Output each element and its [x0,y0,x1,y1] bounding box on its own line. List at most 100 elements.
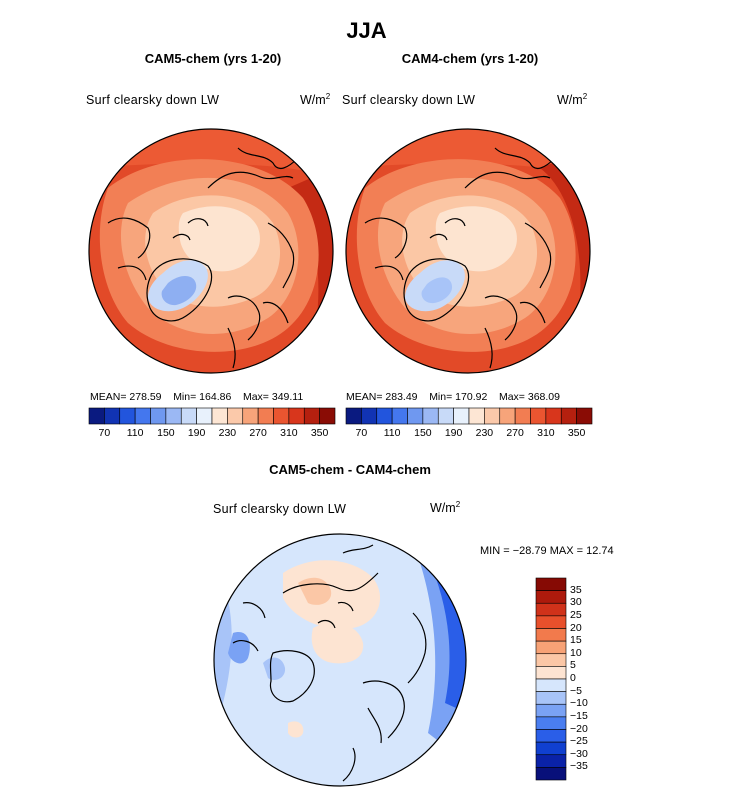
colorbar-tick-label: 10 [570,646,582,659]
colorbar-swatch [165,407,182,425]
field-greenland-minus5 [263,657,286,680]
colorbar-swatch [535,691,567,705]
colorbar-swatch [484,407,501,425]
map-boundary [345,128,591,374]
colorbar-swatch [468,407,485,425]
map-cam4-chem [345,128,591,374]
colorbar-tick-label: 150 [414,427,432,439]
colorbar-swatch [361,407,378,425]
panel-1-stats: MEAN= 278.59 Min= 164.86 Max= 349.11 [90,391,304,403]
colorbar-swatch [104,407,121,425]
colorbar-swatch [134,407,151,425]
colorbar-swatch [535,716,567,730]
colorbar-swatch [288,407,305,425]
colorbar-swatch [319,407,336,425]
colorbar-tick-label: 190 [187,427,206,439]
colorbar-tick-label: −10 [570,697,588,710]
colorbar-difference [535,577,567,781]
panel-1-variable-label: Surf clearsky down LW [86,93,220,107]
colorbar-swatch [376,407,393,425]
colorbar-swatch [535,640,567,655]
colorbar-tick-label: 150 [157,427,175,439]
figure-title: JJA [346,18,387,43]
colorbar-swatch [407,407,424,425]
field-canada-minus10 [228,632,250,664]
panel-2-title: CAM4-chem (yrs 1-20) [401,51,539,66]
colorbar-swatch [273,407,290,425]
field-arctic-plus5 [283,560,381,629]
colorbar-swatch [257,407,274,425]
map-boundary [88,128,334,374]
colorbar-tick-label: 110 [126,427,144,439]
panel-1-title: CAM5-chem (yrs 1-20) [144,51,282,66]
colorbar-tick-label: 70 [355,427,368,439]
map-boundary [213,533,467,787]
colorbar-swatch [180,407,197,425]
colorbar-swatch [242,407,259,425]
panel-2-unit-label: W/m2 [557,92,588,108]
coastlines [107,147,299,369]
colorbar-swatch [535,590,567,604]
colorbar-tick-label: 5 [570,659,576,672]
colorbar-swatch [545,407,562,425]
colorbar-tick-label: 70 [98,427,111,439]
coastlines [364,147,556,369]
colorbar-tick-label: 230 [475,427,494,439]
diff-variable-label: Surf clearsky down LW [213,502,347,516]
colorbar-swatch [535,703,567,718]
colorbar-tick-label: 350 [310,427,329,439]
field-band-230 [178,206,260,272]
colorbar-swatch [535,577,567,591]
colorbar-tick-label: 110 [383,427,401,439]
colorbar-tick-label: 190 [444,427,463,439]
panel-2-stats: MEAN= 283.49 Min= 170.92 Max= 368.09 [346,391,560,403]
field-band-230 [435,206,517,272]
colorbar-tick-label: 350 [567,427,586,439]
colorbar-swatch [535,741,567,756]
colorbar-cam4 [345,407,593,425]
colorbar-tick-label: 0 [570,672,576,684]
diff-unit-label: W/m2 [430,500,461,516]
colorbar-swatch [196,407,213,425]
colorbar-swatch [535,666,567,680]
colorbar-swatch [303,407,320,425]
colorbar-tick-label: −15 [570,709,588,722]
colorbar-swatch [535,615,567,629]
colorbar-swatch [530,407,547,425]
colorbar-cam4-ticks: 70 110 150 190 230 270 310 350 [346,427,592,441]
colorbar-swatch [535,729,567,743]
diff-panel-title: CAM5-chem - CAM4-chem [269,462,431,477]
colorbar-swatch [535,602,567,617]
field-atlantic-plus5 [288,721,304,738]
diff-minmax: MIN = −28.79 MAX = 12.74 [480,545,614,557]
colorbar-swatch [535,653,567,667]
colorbar-tick-label: 20 [570,621,582,634]
field-central-plus5 [311,623,364,664]
colorbar-swatch [88,407,105,425]
colorbar-swatch [560,407,577,425]
colorbar-swatch [227,407,244,425]
colorbar-cam5 [88,407,336,425]
colorbar-tick-label: −35 [570,760,588,773]
colorbar-swatch [453,407,470,425]
colorbar-tick-label: 310 [280,427,298,439]
colorbar-swatch [119,407,136,425]
panel-2-variable-label: Surf clearsky down LW [342,93,476,107]
colorbar-tick-label: 30 [570,596,582,609]
colorbar-tick-label: 310 [537,427,555,439]
colorbar-tick-label: 230 [218,427,237,439]
colorbar-tick-label: −25 [570,735,588,748]
colorbar-swatch [150,407,167,425]
panel-1-unit-label: W/m2 [300,92,331,108]
field-band-350 [540,148,590,373]
colorbar-difference-ticks: 35 30 25 20 15 10 5 0 −5 −10 −15 −20 −25 −30 −35 [568,578,608,780]
colorbar-swatch [535,754,567,768]
colorbar-tick-label: 35 [570,583,582,596]
colorbar-tick-label: 15 [570,634,582,647]
colorbar-swatch [391,407,408,425]
colorbar-tick-label: 270 [249,427,267,439]
colorbar-swatch [422,407,439,425]
colorbar-swatch [345,407,362,425]
colorbar-swatch [437,407,454,425]
colorbar-tick-label: −5 [570,684,582,697]
